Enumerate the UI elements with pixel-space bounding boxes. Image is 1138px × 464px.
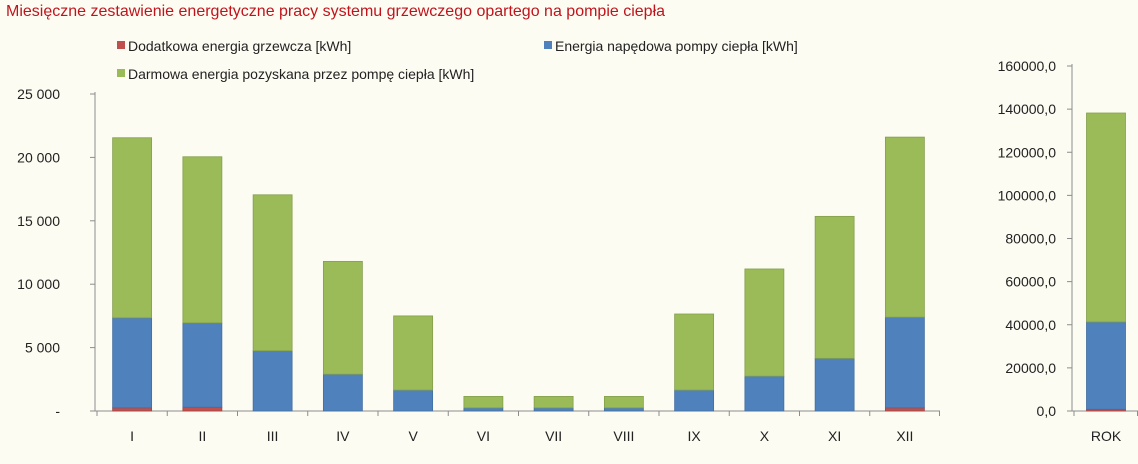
x-category-label: III xyxy=(267,428,279,444)
x-category-label: VIII xyxy=(613,428,634,444)
legend-label: Darmowa energia pozyskana przez pompę ci… xyxy=(128,66,474,82)
legend-swatch xyxy=(117,41,125,49)
y-tick-label: 20000,0 xyxy=(1005,360,1056,376)
x-category-label: XII xyxy=(896,428,913,444)
bar-segment-XII-1 xyxy=(884,407,925,412)
legend-label: Dodatkowa energia grzewcza [kWh] xyxy=(128,38,351,54)
bar-segment-VIII-3 xyxy=(603,396,644,409)
x-category-label: I xyxy=(130,428,134,444)
x-category-label: XI xyxy=(828,428,841,444)
y-tick-label: 25 000 xyxy=(17,86,60,102)
x-category-label: VI xyxy=(477,428,490,444)
x-category-label: II xyxy=(198,428,206,444)
bar-segment-II-1 xyxy=(182,406,223,412)
bar-segment-XI-3 xyxy=(814,215,855,359)
y-tick-label: 160000,0 xyxy=(998,58,1057,74)
bar-segment-IV-3 xyxy=(322,260,363,375)
y-tick-label: 10 000 xyxy=(17,276,60,292)
bar-segment-II-3 xyxy=(182,156,223,324)
y-tick-label: 80000,0 xyxy=(1005,231,1056,247)
bar-segment-III-2 xyxy=(252,350,293,412)
bar-segment-IX-2 xyxy=(674,389,715,412)
y-tick-label: 120000,0 xyxy=(998,144,1057,160)
y-tick-label: 60000,0 xyxy=(1005,274,1056,290)
y-tick-label: 100000,0 xyxy=(998,187,1057,203)
x-category-label: IX xyxy=(688,428,702,444)
y-tick-label: 0,0 xyxy=(1037,403,1057,419)
bar-segment-X-2 xyxy=(744,375,785,412)
legend-swatch xyxy=(544,41,552,49)
bar-segment-II-2 xyxy=(182,322,223,408)
bar-segment-ROK-2 xyxy=(1086,321,1126,410)
x-category-label: ROK xyxy=(1091,428,1122,444)
x-category-label: X xyxy=(760,428,770,444)
y-tick-label: - xyxy=(55,403,60,419)
bar-segment-IX-3 xyxy=(674,313,715,391)
bar-segment-I-3 xyxy=(112,137,153,319)
bar-segment-III-3 xyxy=(252,194,293,352)
bar-segment-V-3 xyxy=(393,315,434,391)
y-tick-label: 40000,0 xyxy=(1005,317,1056,333)
bar-segment-VI-2 xyxy=(463,407,504,412)
bar-segment-XII-3 xyxy=(884,136,925,318)
y-tick-label: 5 000 xyxy=(25,340,60,356)
x-category-label: V xyxy=(408,428,418,444)
y-tick-label: 15 000 xyxy=(17,213,60,229)
legend-swatch xyxy=(117,69,125,77)
bar-segment-V-2 xyxy=(393,389,434,412)
bar-segment-XII-2 xyxy=(884,316,925,409)
x-category-label: IV xyxy=(336,428,350,444)
bar-segment-I-2 xyxy=(112,317,153,409)
y-tick-label: 140000,0 xyxy=(998,101,1057,117)
bar-segment-VI-3 xyxy=(463,396,504,409)
bar-segment-I-1 xyxy=(112,407,153,412)
bar-segment-VII-2 xyxy=(533,407,574,412)
bar-segment-X-3 xyxy=(744,268,785,377)
bar-segment-IV-2 xyxy=(322,373,363,412)
bar-segment-ROK-3 xyxy=(1086,112,1126,323)
legend-label: Energia napędowa pompy ciepła [kWh] xyxy=(555,38,798,54)
bar-segment-VII-3 xyxy=(533,396,574,409)
y-tick-label: 20 000 xyxy=(17,149,60,165)
bar-segment-VIII-2 xyxy=(603,407,644,412)
chart-title: Miesięczne zestawienie energetyczne prac… xyxy=(6,3,666,20)
bar-segment-XI-2 xyxy=(814,357,855,412)
x-category-label: VII xyxy=(545,428,562,444)
